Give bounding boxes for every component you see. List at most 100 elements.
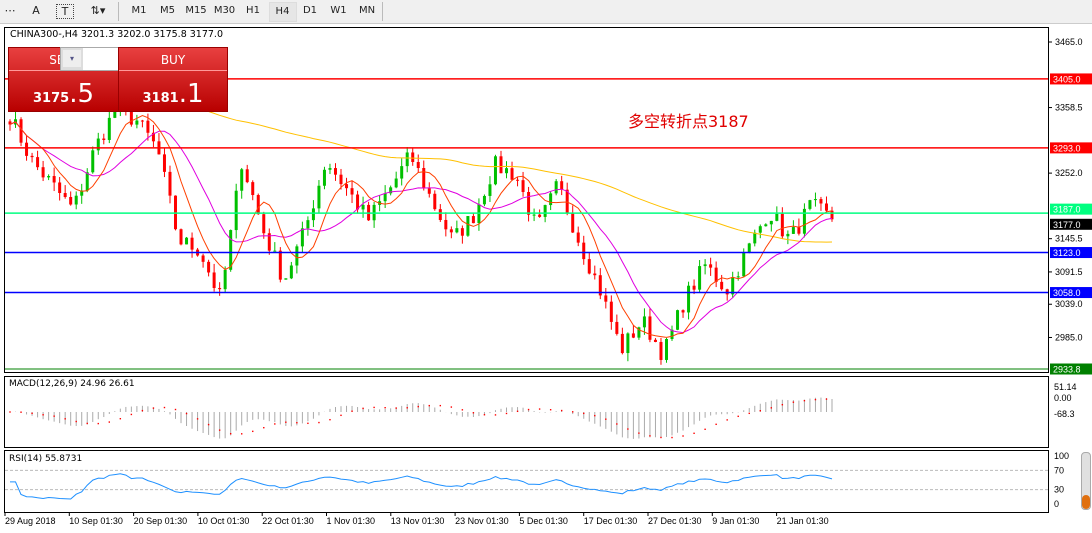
candle-body — [322, 169, 326, 186]
timeframe-h1[interactable]: H1 — [246, 5, 260, 16]
macd-tick-label: 51.14 — [1054, 382, 1077, 392]
candle-body — [753, 232, 757, 244]
candle-body — [58, 182, 62, 194]
price-tick-label: 3039.0 — [1055, 299, 1083, 309]
main-panel-border — [4, 27, 1049, 373]
time-label: 10 Oct 01:30 — [198, 516, 250, 526]
candle — [91, 146, 95, 174]
candle — [405, 146, 409, 173]
rsi-panel-border — [4, 450, 1049, 513]
candle — [786, 230, 790, 245]
candle — [670, 325, 674, 341]
rsi-tick-label: 0 — [1054, 499, 1059, 509]
timeframe-mn[interactable]: MN — [358, 5, 376, 16]
scroll-thermometer[interactable] — [1081, 452, 1091, 510]
candle — [466, 216, 470, 237]
timeframe-m30[interactable]: M30 — [213, 5, 236, 16]
price-tick-label: 3358.5 — [1055, 103, 1083, 113]
candle — [714, 261, 718, 288]
candle-body — [229, 230, 233, 270]
macd-tick-label: -68.3 — [1054, 409, 1075, 419]
text-tool-button[interactable]: A — [32, 4, 40, 17]
candle — [30, 152, 34, 163]
candle — [620, 327, 624, 355]
candle-body — [609, 301, 613, 322]
buy-price-frac: .1 — [178, 79, 204, 109]
candle-body — [400, 166, 404, 179]
timeframe-d1[interactable]: D1 — [302, 5, 318, 16]
candle — [444, 212, 448, 237]
candle — [218, 282, 222, 296]
macd-signal-dot — [351, 410, 353, 412]
candle-body — [642, 316, 646, 328]
macd-signal-dot — [218, 429, 221, 431]
timeframe-m1[interactable]: M1 — [131, 5, 147, 16]
candle-body — [30, 155, 34, 158]
arrows-tool-icon[interactable]: ⇅▾ — [90, 4, 106, 17]
candle — [162, 147, 166, 178]
candle-body — [74, 195, 78, 205]
candle-body — [52, 176, 56, 183]
macd-signal-dot — [252, 430, 254, 433]
macd-signal-dot — [31, 412, 33, 415]
text-label-tool-button[interactable]: T — [56, 4, 74, 19]
candle-body — [47, 176, 51, 178]
candle-body — [179, 229, 183, 245]
price-tick-label: 3465.0 — [1055, 37, 1083, 47]
macd-signal-dot — [594, 414, 596, 417]
lot-decrease-button[interactable]: ▾ — [63, 50, 81, 67]
grid-icon[interactable]: ⋯ — [4, 4, 16, 17]
macd-signal-dot — [196, 418, 199, 420]
macd-signal-dot — [461, 409, 464, 411]
candle-body — [107, 117, 111, 140]
rsi-label: RSI(14) 55.8731 — [9, 454, 83, 464]
candle-body — [438, 209, 442, 220]
price-tick-label: 3091.5 — [1055, 267, 1083, 277]
macd-signal-dot — [472, 412, 475, 414]
candle-body — [582, 242, 586, 260]
candle-body — [813, 199, 817, 201]
candle-body — [664, 339, 668, 360]
macd-signal-dot — [86, 422, 88, 425]
candle — [709, 257, 713, 276]
candle — [284, 278, 288, 280]
timeframe-m5[interactable]: M5 — [160, 5, 175, 16]
candle-body — [267, 233, 271, 251]
candle-body — [499, 156, 503, 174]
candle — [593, 265, 597, 280]
candle-body — [162, 154, 166, 172]
timeframe-h4[interactable]: H4 — [268, 2, 297, 22]
macd-panel-border — [4, 376, 1049, 448]
candle-body — [631, 333, 635, 338]
candle — [747, 242, 751, 254]
candle-body — [703, 264, 707, 267]
candle-body — [102, 138, 106, 140]
time-label: 13 Nov 01:30 — [391, 516, 445, 526]
candle — [554, 179, 558, 196]
candle — [262, 211, 266, 239]
timeframe-w1[interactable]: W1 — [330, 5, 347, 16]
candle — [648, 308, 652, 343]
candle — [151, 124, 155, 148]
level-badge-3187.0 — [1050, 203, 1092, 215]
candles — [8, 101, 834, 365]
candle — [516, 176, 520, 187]
macd-signal-dot — [583, 412, 585, 415]
candle-body — [466, 216, 470, 236]
candle — [571, 205, 575, 233]
level-badge-3123.0 — [1050, 247, 1092, 259]
candle-body — [505, 168, 509, 174]
buy-button[interactable]: BUY 3181.1 — [118, 47, 228, 112]
macd-signal-dot — [274, 423, 276, 425]
candle — [631, 325, 635, 339]
macd-signal-dot — [483, 414, 486, 416]
candle-body — [223, 269, 227, 290]
macd-signal-dot — [505, 412, 508, 415]
macd-signal-dot — [737, 415, 739, 418]
timeframe-m15[interactable]: M15 — [185, 5, 207, 16]
toolbar-separator — [118, 2, 119, 21]
candle-body — [587, 259, 591, 274]
candle-body — [135, 120, 139, 125]
macd-signal-dot — [97, 422, 99, 425]
